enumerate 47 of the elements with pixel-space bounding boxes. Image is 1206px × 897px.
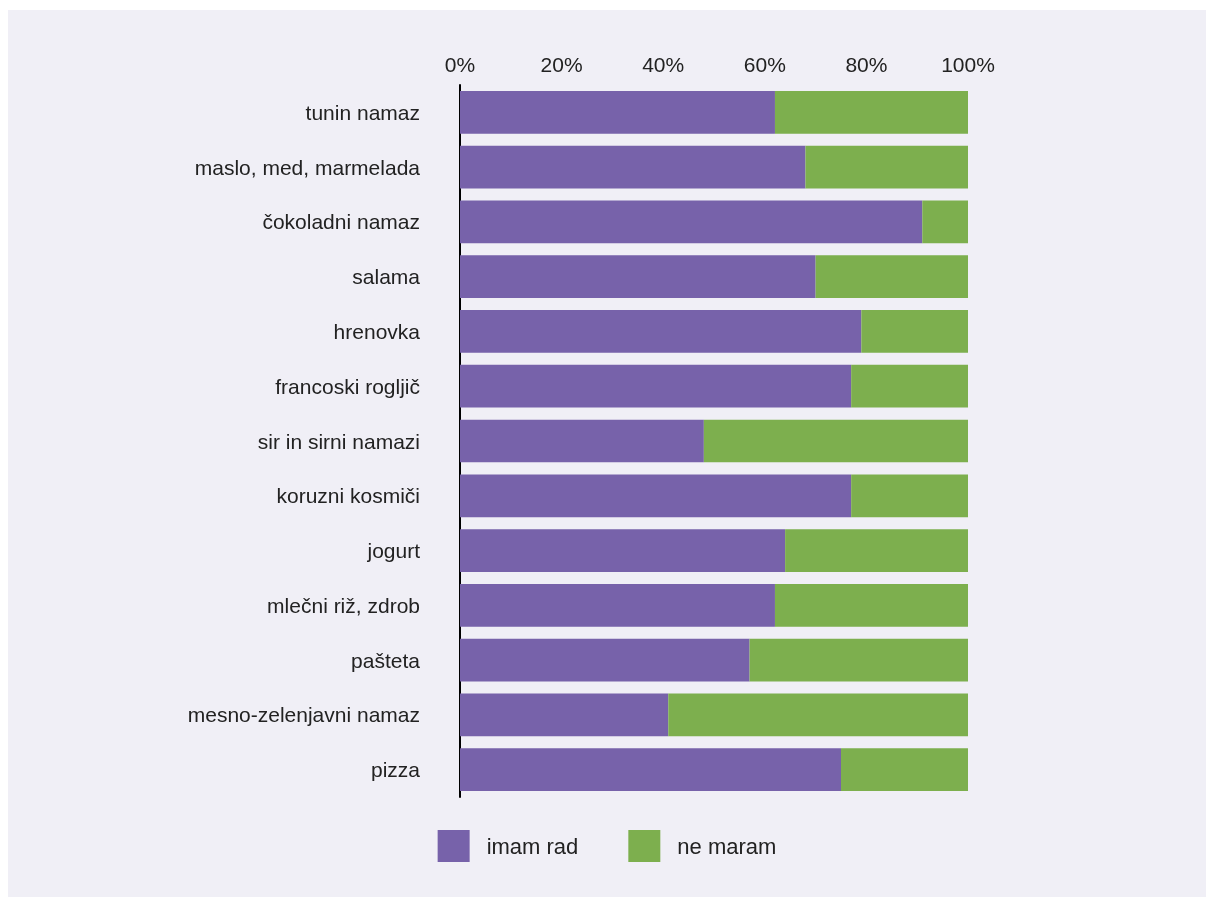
y-tick-label: sir in sirni namazi — [257, 429, 420, 453]
bar — [815, 255, 968, 299]
y-tick-label: pašteta — [351, 648, 421, 672]
bar — [460, 255, 816, 299]
y-tick-label: pizza — [370, 758, 421, 782]
bar — [774, 91, 968, 134]
bar — [785, 529, 968, 572]
y-tick-label: čokoladni namaz — [262, 210, 420, 234]
bar — [460, 145, 806, 189]
bar — [922, 200, 968, 244]
y-tick-label: tunin namaz — [305, 100, 420, 124]
y-tick-label: maslo, med, marmelada — [194, 155, 421, 179]
bar — [460, 364, 852, 408]
bar — [460, 583, 775, 627]
bar — [841, 748, 968, 791]
bar — [861, 310, 968, 353]
x-tick-label: 100% — [941, 53, 995, 76]
y-tick-label: mesno-zelenjavni namaz — [187, 703, 420, 727]
bar — [851, 474, 968, 518]
bar — [774, 583, 968, 627]
y-tick-label: jogurt — [366, 539, 421, 563]
bar — [460, 693, 669, 737]
bar — [749, 638, 968, 682]
y-tick-label: hrenovka — [333, 319, 421, 343]
bar — [460, 748, 841, 791]
bar — [460, 474, 852, 518]
bar — [460, 310, 862, 353]
bar — [460, 91, 775, 134]
y-tick-label: salama — [352, 265, 421, 289]
bar — [460, 200, 923, 244]
bar — [668, 693, 968, 737]
bar — [460, 529, 786, 572]
x-tick-label: 0% — [444, 53, 476, 76]
y-tick-label: mlečni riž, zdrob — [267, 593, 420, 617]
bar — [805, 145, 968, 189]
bar — [703, 419, 968, 463]
y-tick-label: francoski rogljič — [275, 374, 420, 398]
x-tick-label: 20% — [540, 53, 583, 76]
x-tick-label: 80% — [845, 53, 888, 76]
x-tick-label: 60% — [743, 53, 786, 76]
x-tick-label: 40% — [642, 53, 685, 76]
bar — [851, 364, 968, 408]
legend-label: imam rad — [486, 833, 579, 859]
legend-label: ne maram — [677, 833, 777, 859]
y-tick-label: koruzni kosmiči — [276, 484, 420, 508]
bar — [460, 419, 704, 463]
bar — [460, 638, 750, 682]
